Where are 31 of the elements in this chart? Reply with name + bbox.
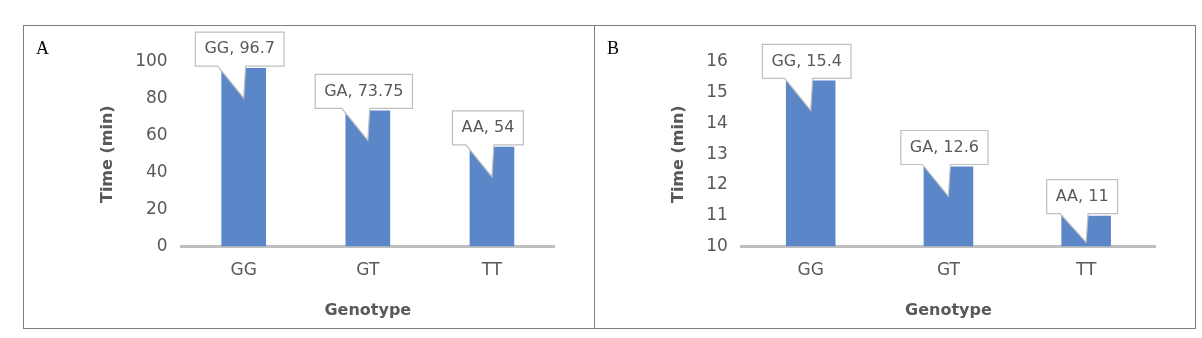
y-tick-label: 80	[146, 87, 168, 108]
data-label: AA, 11	[1055, 185, 1109, 205]
y-tick-label: 14	[706, 111, 728, 132]
y-axis-title: Time (min)	[667, 105, 687, 204]
data-label: GA, 73.75	[324, 80, 404, 100]
y-tick-label: 13	[706, 142, 728, 163]
data-label: GG, 96.7	[204, 38, 275, 58]
x-axis-title: Genotype	[905, 299, 992, 319]
y-tick-label: 60	[146, 124, 168, 145]
x-axis-title: Genotype	[324, 299, 412, 319]
x-tick-label: GG	[797, 259, 824, 280]
x-tick-label: GT	[356, 259, 380, 280]
y-axis-title: Time (min)	[96, 105, 116, 204]
y-tick-label: 16	[706, 50, 728, 71]
x-tick-label: GG	[230, 259, 257, 280]
x-tick-label: GT	[936, 259, 961, 280]
data-label: AA, 54	[461, 116, 515, 136]
y-tick-label: 20	[146, 197, 168, 218]
y-tick-label: 10	[706, 234, 728, 255]
text: A	[36, 37, 49, 58]
y-tick-label: 40	[146, 161, 168, 182]
y-tick-label: 11	[706, 204, 728, 225]
data-label: GG, 15.4	[771, 50, 842, 70]
data-label: GA, 12.6	[909, 136, 979, 156]
y-tick-label: 15	[706, 81, 728, 102]
y-tick-label: 0	[156, 234, 168, 255]
x-tick-label: TT	[480, 259, 503, 280]
text: B	[607, 37, 620, 58]
y-tick-label: 12	[706, 173, 728, 194]
y-tick-label: 100	[135, 50, 168, 71]
x-tick-label: TT	[1074, 259, 1097, 280]
